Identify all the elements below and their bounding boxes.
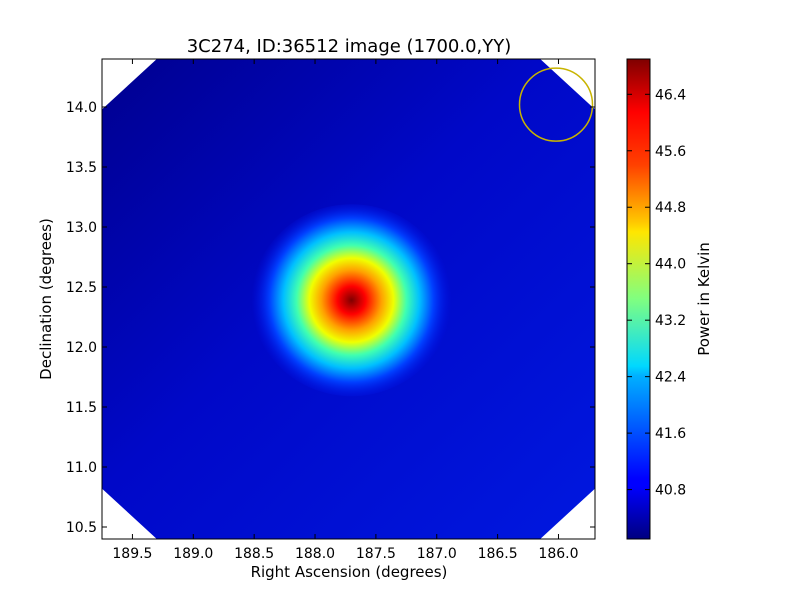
colorbar-tick-label: 46.4 <box>655 87 686 103</box>
x-tick-label: 187.5 <box>356 546 396 562</box>
y-axis-ticks: 10.5 11.0 11.5 12.0 12.5 13.0 13.5 14.0 <box>66 100 595 536</box>
y-tick-label: 14.0 <box>66 100 97 116</box>
x-axis-label: Right Ascension (degrees) <box>251 563 448 581</box>
x-tick-label: 189.5 <box>112 546 152 562</box>
x-tick-label: 188.0 <box>295 546 335 562</box>
x-tick-label: 188.5 <box>234 546 274 562</box>
beam-marker-circle <box>518 67 594 142</box>
x-tick-label: 189.0 <box>173 546 213 562</box>
plot-frame <box>101 58 596 540</box>
y-tick-label: 11.5 <box>66 400 97 416</box>
x-axis-ticks: 189.5 189.0 188.5 188.0 187.5 187.0 186.5 186.0 <box>112 59 579 562</box>
x-tick-label: 186.5 <box>478 546 518 562</box>
y-tick-label: 11.0 <box>66 460 97 476</box>
colorbar-frame <box>626 58 651 540</box>
radio-source-blob <box>251 204 452 397</box>
colorbar-tick-label: 43.2 <box>655 313 686 329</box>
colorbar-ticks: 40.8 41.6 42.4 43.2 44.0 44.8 45.6 46.4 <box>627 87 686 499</box>
heatmap-image <box>102 59 595 539</box>
y-axis-label: Declination (degrees) <box>37 218 55 380</box>
colorbar: 40.8 41.6 42.4 43.2 44.0 44.8 45.6 46.4 Power i… <box>626 58 713 540</box>
y-tick-label: 13.0 <box>66 220 97 236</box>
colorbar-gradient <box>627 59 650 539</box>
heatmap-plot-area <box>102 59 595 539</box>
y-tick-label: 13.5 <box>66 160 97 176</box>
y-tick-label: 12.0 <box>66 340 97 356</box>
y-tick-label: 10.5 <box>66 520 97 536</box>
y-tick-label: 12.5 <box>66 280 97 296</box>
chart-title: 3C274, ID:36512 image (1700.0,YY) <box>187 36 512 57</box>
colorbar-tick-label: 45.6 <box>655 144 686 160</box>
colorbar-tick-label: 44.0 <box>655 257 686 273</box>
colorbar-tick-label: 41.6 <box>655 426 686 442</box>
colorbar-tick-label: 40.8 <box>655 483 686 499</box>
x-tick-label: 187.0 <box>417 546 457 562</box>
x-tick-label: 186.0 <box>538 546 578 562</box>
colorbar-tick-label: 42.4 <box>655 370 686 386</box>
colorbar-label: Power in Kelvin <box>695 242 713 356</box>
colorbar-tick-label: 44.8 <box>655 200 686 216</box>
